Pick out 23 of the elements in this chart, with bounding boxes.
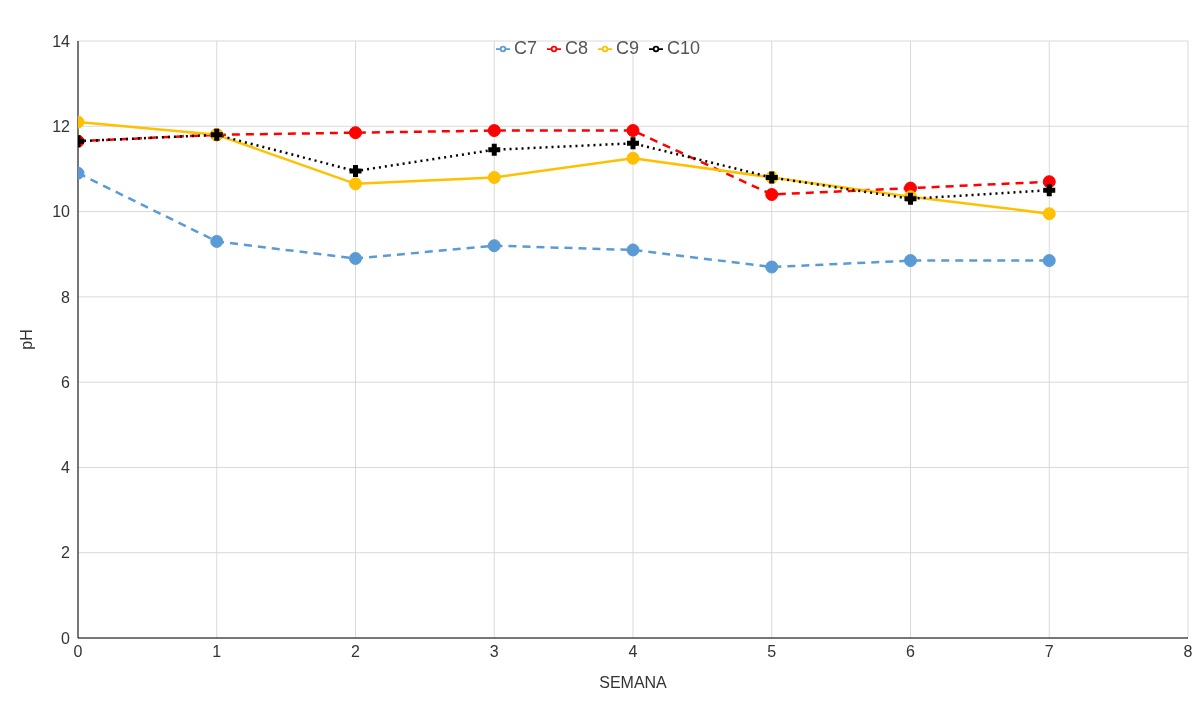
y-tick-label: 8 — [61, 288, 71, 306]
y-axis-title: pH — [17, 329, 35, 350]
y-tick-label: 10 — [52, 203, 71, 221]
x-tick-label: 1 — [212, 643, 222, 661]
x-tick-label: 4 — [628, 643, 638, 661]
legend-label: C7 — [513, 38, 537, 58]
y-tick-label: 2 — [61, 544, 71, 562]
x-tick-label: 2 — [351, 643, 361, 661]
x-tick-label: 3 — [489, 643, 499, 661]
x-tick-label: 8 — [1183, 643, 1193, 661]
y-tick-label: 6 — [61, 373, 71, 391]
x-tick-label: 7 — [1044, 643, 1054, 661]
x-tick-label: 0 — [73, 643, 83, 661]
x-tick-label: 6 — [906, 643, 916, 661]
legend-label: C9 — [615, 38, 639, 58]
y-tick-label: 4 — [61, 459, 71, 477]
y-tick-label: 12 — [52, 117, 71, 135]
y-tick-label: 0 — [61, 629, 71, 647]
y-tick-label: 14 — [52, 32, 71, 50]
legend-label: C8 — [564, 38, 588, 58]
legend-label: C10 — [667, 38, 701, 58]
x-tick-label: 5 — [767, 643, 777, 661]
x-axis-title: SEMANA — [599, 674, 668, 691]
